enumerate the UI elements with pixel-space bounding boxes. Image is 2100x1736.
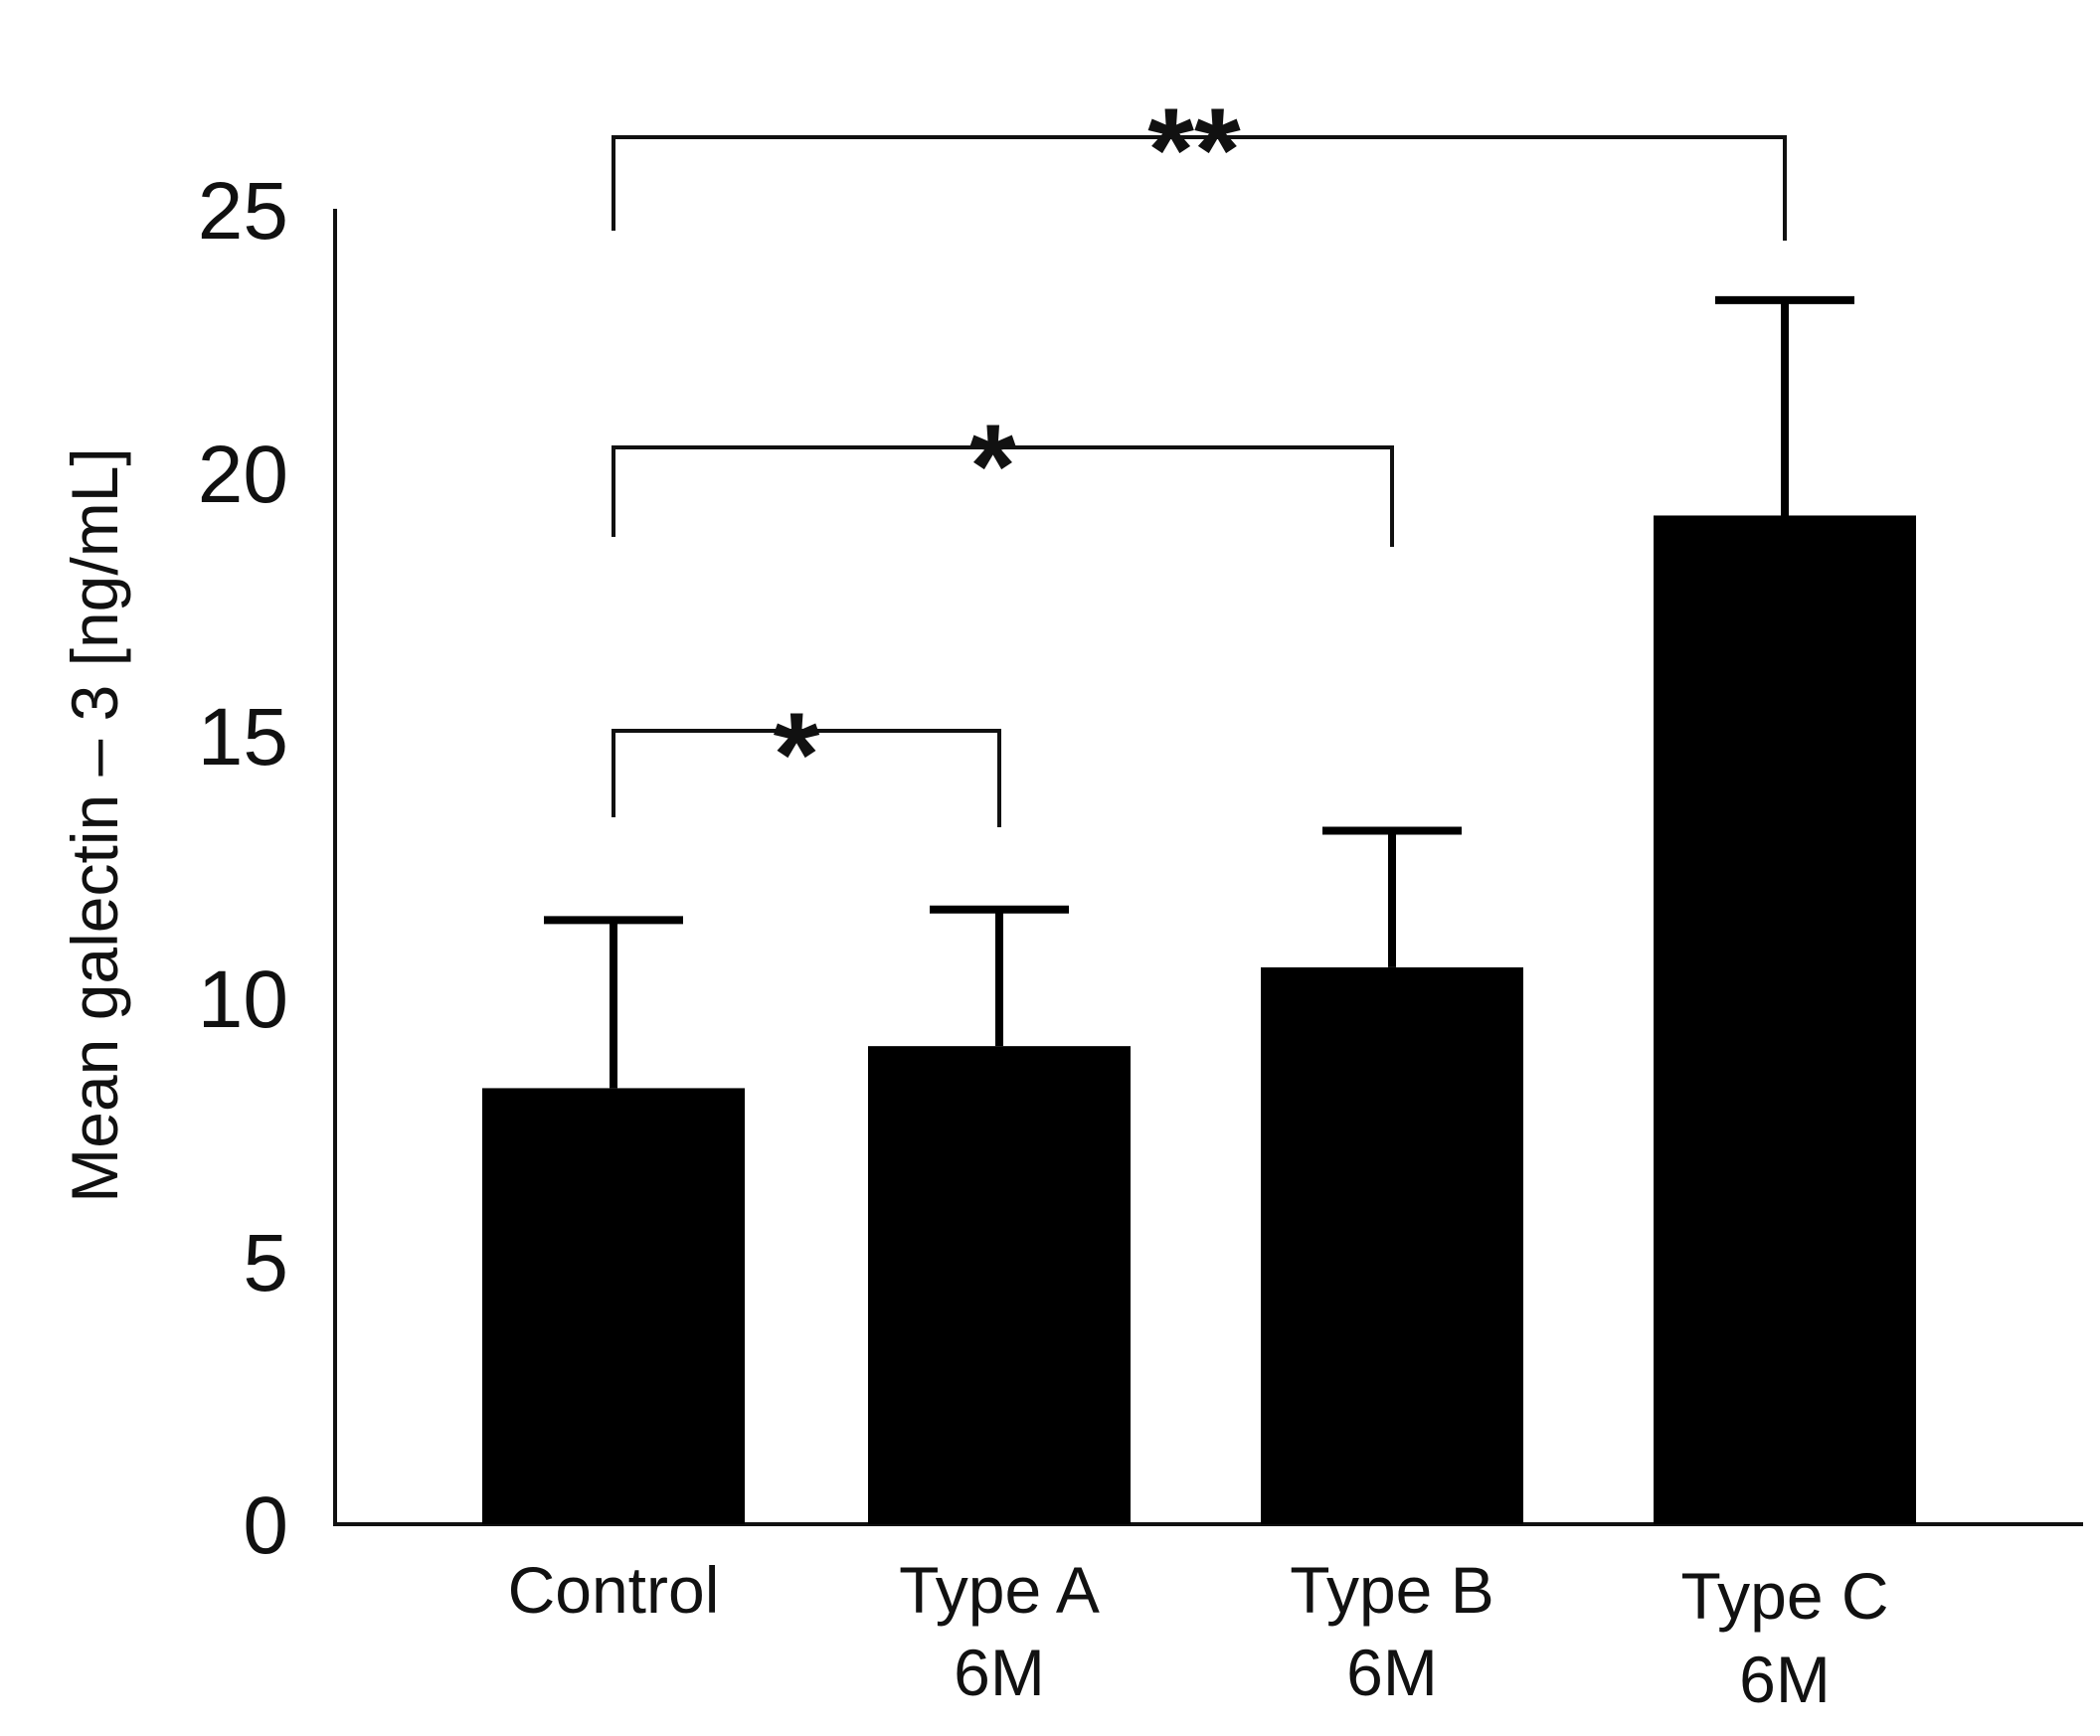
y-tick-label: 25 [198,166,288,257]
bar [482,1088,745,1524]
x-category-label: Type C [1680,1559,1888,1633]
significance-label: * [774,688,820,821]
y-tick-label: 0 [243,1480,288,1571]
bar [1654,515,1916,1524]
x-category-label: Type A [899,1553,1100,1627]
significance-label: ** [1147,84,1241,217]
x-category-label: Control [508,1553,720,1627]
y-tick-label: 20 [198,430,288,520]
bar [1261,966,1523,1524]
bar [868,1046,1131,1524]
x-category-label: Type B [1290,1553,1493,1627]
bars-group [482,515,1916,1524]
x-category-sublabel: 6M [1739,1643,1831,1716]
y-tick-label: 10 [198,955,288,1045]
significance-bracket [612,729,1001,827]
significance-bracket [612,445,1394,547]
x-category-sublabel: 6M [1346,1636,1438,1709]
y-tick-label: 15 [198,692,288,782]
error-bars-group [544,295,1854,1089]
significance-label: * [969,400,1016,533]
y-axis-title: Mean galectin – 3 [ng/mL] [58,447,131,1202]
y-tick-label: 5 [243,1218,288,1308]
significance-bracket [612,135,1787,241]
significance-group: **** [612,84,1787,827]
x-category-sublabel: 6M [954,1636,1045,1709]
